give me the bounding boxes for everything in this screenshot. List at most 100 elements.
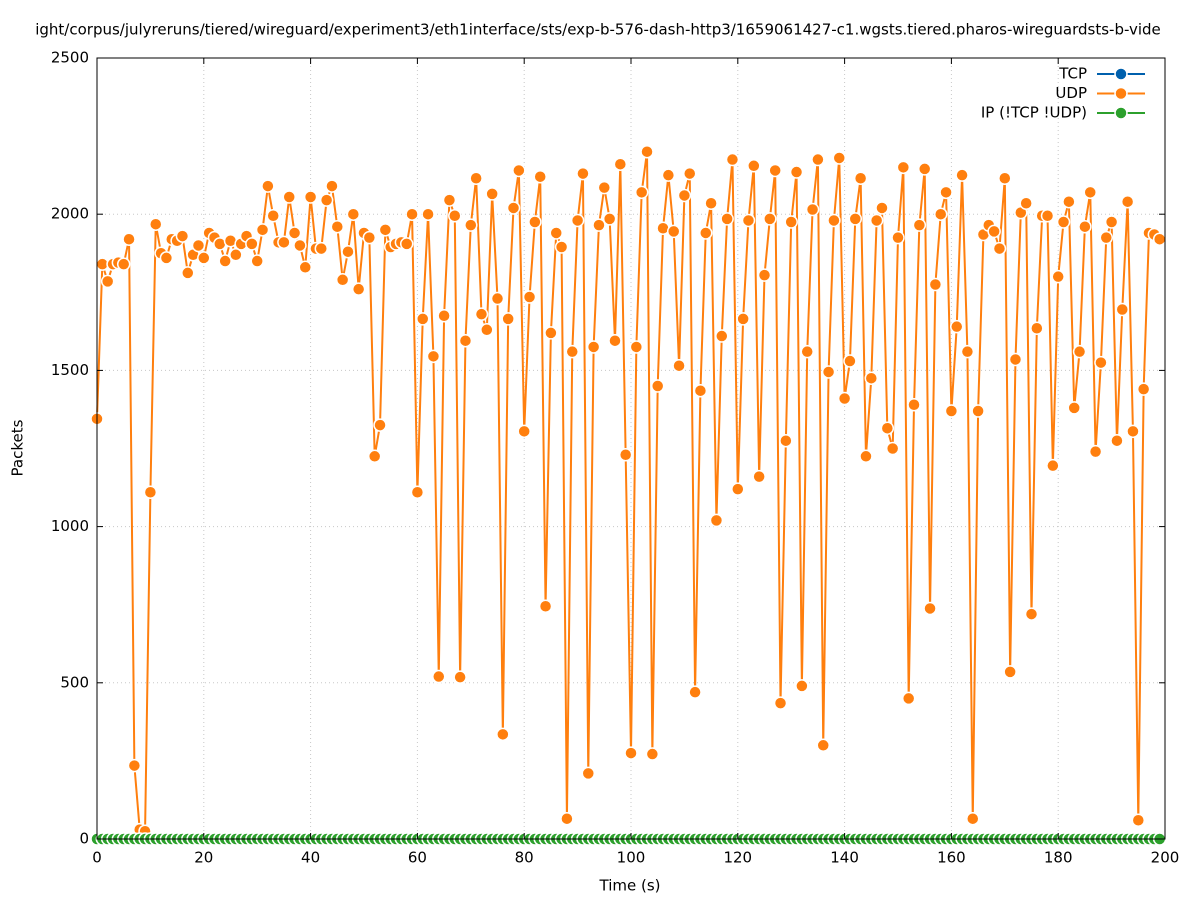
data-point xyxy=(731,482,745,496)
data-point xyxy=(971,404,985,418)
data-point xyxy=(645,747,660,761)
data-point xyxy=(159,251,174,265)
data-point xyxy=(779,433,793,448)
legend-label: UDP xyxy=(1055,84,1087,102)
data-point xyxy=(666,224,681,239)
data-point xyxy=(602,212,617,226)
data-point xyxy=(1067,401,1081,415)
data-point xyxy=(864,371,879,385)
legend-label: TCP xyxy=(1058,65,1087,83)
y-tick-label: 2500 xyxy=(51,49,89,67)
data-point xyxy=(923,601,937,616)
data-point xyxy=(367,449,382,464)
data-point xyxy=(811,152,825,167)
data-point xyxy=(949,319,964,334)
data-point xyxy=(1003,665,1017,679)
data-point xyxy=(298,260,313,275)
x-tick-label: 0 xyxy=(92,849,102,867)
data-point xyxy=(191,238,206,253)
data-point xyxy=(303,190,318,204)
data-point xyxy=(1008,352,1023,367)
data-point xyxy=(277,235,291,250)
data-point xyxy=(517,424,531,439)
data-point xyxy=(122,232,136,246)
x-tick-label: 40 xyxy=(301,849,320,867)
data-point xyxy=(816,738,830,753)
data-point xyxy=(432,669,446,684)
data-point xyxy=(720,212,734,226)
data-point xyxy=(496,727,510,742)
data-point xyxy=(197,251,211,265)
data-point xyxy=(960,344,975,359)
data-point xyxy=(501,312,515,326)
data-point xyxy=(426,349,441,364)
data-point xyxy=(229,248,243,262)
data-point xyxy=(1110,433,1124,448)
data-point xyxy=(992,241,1007,256)
data-point xyxy=(613,157,628,171)
data-point xyxy=(650,379,665,393)
data-point xyxy=(757,268,772,282)
data-point xyxy=(661,168,676,182)
data-point xyxy=(415,312,430,326)
data-point xyxy=(933,207,948,221)
data-point xyxy=(218,254,232,268)
data-point xyxy=(287,226,302,240)
legend-label: IP (!TCP !UDP) xyxy=(981,104,1087,122)
data-point xyxy=(688,685,702,699)
data-point xyxy=(1056,215,1071,229)
data-point xyxy=(576,166,590,181)
plot-area xyxy=(90,144,1167,846)
data-point xyxy=(266,209,280,223)
data-point xyxy=(618,447,633,462)
data-point xyxy=(319,193,334,207)
data-point xyxy=(565,344,580,359)
data-point xyxy=(1104,215,1119,229)
data-point xyxy=(330,219,345,234)
x-tick-label: 140 xyxy=(830,849,859,867)
data-point xyxy=(538,599,553,614)
data-point xyxy=(421,207,435,221)
x-tick-label: 180 xyxy=(1044,849,1073,867)
data-point xyxy=(437,308,451,323)
data-point xyxy=(1099,230,1114,245)
data-point xyxy=(1088,444,1103,459)
data-point xyxy=(773,696,788,710)
data-point xyxy=(528,215,542,229)
data-point xyxy=(549,226,563,240)
data-point xyxy=(677,188,692,203)
data-point xyxy=(715,329,729,343)
data-point xyxy=(966,811,980,826)
y-axis-label: Packets xyxy=(9,419,27,476)
data-point xyxy=(346,207,361,221)
y-tick-label: 2000 xyxy=(51,205,89,223)
data-point xyxy=(469,171,483,186)
data-point xyxy=(1120,194,1135,209)
data-point xyxy=(351,282,366,296)
x-tick-label: 120 xyxy=(723,849,752,867)
data-point xyxy=(255,223,270,237)
data-point xyxy=(837,391,852,406)
data-point xyxy=(410,485,425,499)
data-point xyxy=(116,257,131,271)
data-point xyxy=(554,240,569,254)
data-point xyxy=(1046,458,1060,473)
data-point xyxy=(955,168,969,182)
data-point xyxy=(1115,302,1130,317)
data-point xyxy=(485,187,499,201)
data-point xyxy=(699,226,713,240)
data-point xyxy=(464,218,478,232)
data-point xyxy=(100,274,115,289)
x-tick-label: 160 xyxy=(937,849,966,867)
data-point xyxy=(474,307,489,321)
data-point xyxy=(800,344,814,359)
data-point xyxy=(869,213,884,228)
data-point xyxy=(875,201,889,215)
data-point xyxy=(506,201,521,215)
data-point xyxy=(853,171,868,186)
data-point xyxy=(143,485,158,499)
data-point xyxy=(917,162,932,176)
data-point xyxy=(640,144,654,159)
x-axis-label: Time (s) xyxy=(599,877,661,895)
